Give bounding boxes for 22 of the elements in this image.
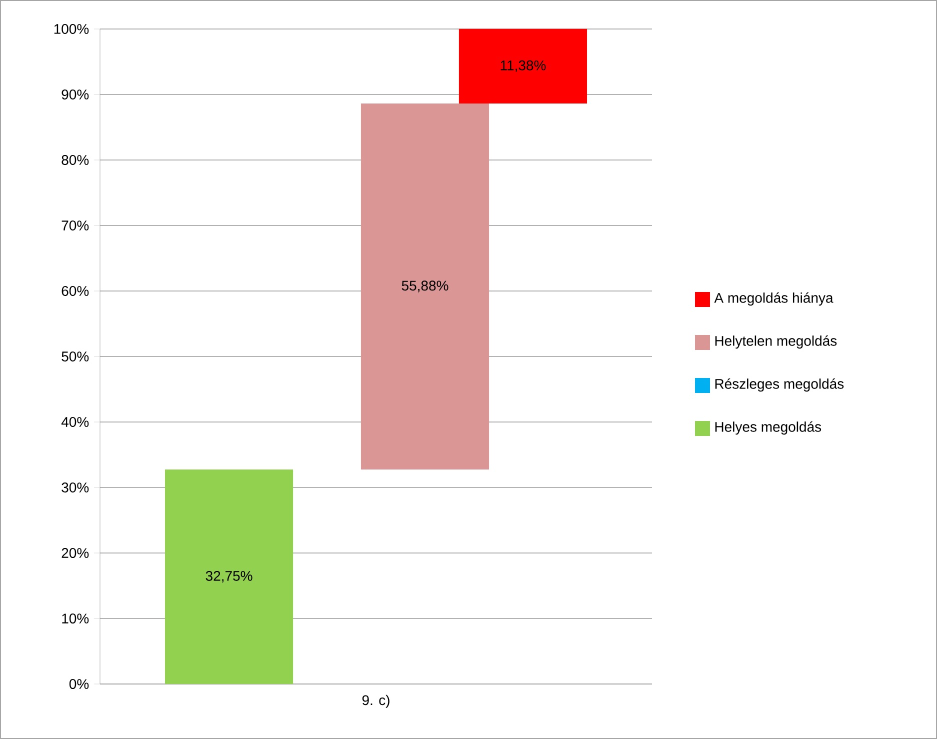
y-tick-label: 0%: [69, 679, 89, 689]
y-tick-label: 40%: [61, 417, 89, 427]
data-label: 11,38%: [500, 60, 546, 72]
y-tick-label: 100%: [54, 24, 89, 34]
data-label: 55,88%: [402, 280, 448, 292]
legend-label: Részleges megoldás: [715, 378, 844, 392]
bar: [458, 28, 588, 104]
data-label: 32,75%: [206, 570, 252, 583]
y-tick-label: 50%: [62, 352, 89, 362]
y-tick-label: 70%: [62, 220, 89, 230]
legend-label: A megoldás hiánya: [714, 292, 834, 306]
bar: [165, 469, 294, 684]
legend-label: Helytelen megoldás: [715, 335, 837, 349]
x-tick-label: 9. c): [362, 694, 390, 708]
y-tick-label: 30%: [62, 482, 89, 492]
y-tick-label: 90%: [62, 90, 89, 100]
y-tick-label: 20%: [62, 548, 89, 558]
y-tick-label: 10%: [62, 614, 89, 624]
bar: [360, 103, 490, 470]
y-tick-label: 80%: [62, 155, 89, 165]
legend-label: Helyes megoldás: [715, 421, 822, 435]
y-tick-label: 60%: [62, 286, 89, 296]
